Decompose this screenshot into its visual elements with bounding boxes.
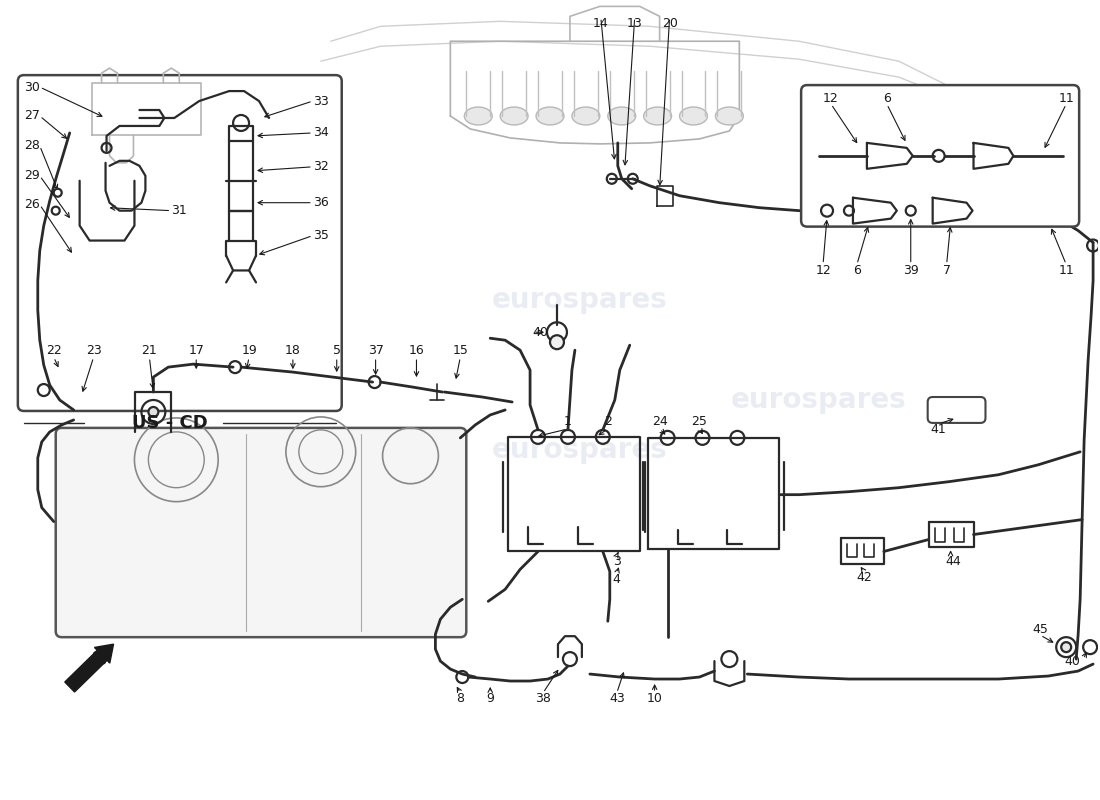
Text: 2: 2 xyxy=(604,415,612,429)
Text: 14: 14 xyxy=(593,17,608,30)
Text: 34: 34 xyxy=(312,126,329,139)
Text: 3: 3 xyxy=(613,555,620,568)
FancyBboxPatch shape xyxy=(927,397,986,423)
Text: 9: 9 xyxy=(486,693,494,706)
Text: 45: 45 xyxy=(1033,622,1048,636)
Text: US - CD: US - CD xyxy=(132,414,208,432)
Text: eurospares: eurospares xyxy=(492,436,668,464)
Ellipse shape xyxy=(644,107,672,125)
Text: 40: 40 xyxy=(532,326,548,338)
FancyBboxPatch shape xyxy=(56,428,466,637)
Text: 13: 13 xyxy=(627,17,642,30)
Text: 5: 5 xyxy=(332,344,341,357)
Text: 6: 6 xyxy=(883,91,891,105)
Text: 26: 26 xyxy=(24,198,40,211)
Text: 12: 12 xyxy=(823,91,839,105)
Text: 17: 17 xyxy=(188,344,205,357)
Text: 15: 15 xyxy=(452,344,469,357)
Text: 36: 36 xyxy=(312,196,329,209)
Text: 12: 12 xyxy=(815,264,830,277)
Text: 16: 16 xyxy=(408,344,425,357)
Text: 31: 31 xyxy=(172,204,187,217)
Text: 25: 25 xyxy=(692,415,707,429)
Text: 32: 32 xyxy=(312,160,329,174)
Text: eurospares: eurospares xyxy=(492,286,668,314)
Text: 28: 28 xyxy=(24,139,40,152)
Text: eurospares: eurospares xyxy=(163,286,339,314)
Text: 8: 8 xyxy=(456,693,464,706)
Text: 42: 42 xyxy=(856,571,872,584)
Circle shape xyxy=(148,407,158,417)
Text: 33: 33 xyxy=(312,94,329,107)
Text: 27: 27 xyxy=(24,110,40,122)
Text: 6: 6 xyxy=(852,264,861,277)
Text: 40: 40 xyxy=(1065,654,1080,667)
Text: 38: 38 xyxy=(535,693,551,706)
Text: 1: 1 xyxy=(564,415,572,429)
Text: 4: 4 xyxy=(613,573,620,586)
Ellipse shape xyxy=(680,107,707,125)
Text: 35: 35 xyxy=(312,229,329,242)
Text: 21: 21 xyxy=(142,344,157,357)
Text: eurospares: eurospares xyxy=(163,506,339,534)
Ellipse shape xyxy=(536,107,564,125)
Circle shape xyxy=(550,335,564,349)
Ellipse shape xyxy=(608,107,636,125)
Text: 41: 41 xyxy=(931,423,946,436)
FancyBboxPatch shape xyxy=(801,85,1079,226)
Text: 24: 24 xyxy=(651,415,668,429)
Text: 39: 39 xyxy=(903,264,918,277)
Ellipse shape xyxy=(572,107,600,125)
Ellipse shape xyxy=(715,107,744,125)
Circle shape xyxy=(1062,642,1071,652)
Text: 11: 11 xyxy=(1058,264,1074,277)
Text: 7: 7 xyxy=(943,264,950,277)
Text: 10: 10 xyxy=(647,693,662,706)
Text: 19: 19 xyxy=(241,344,257,357)
Text: 23: 23 xyxy=(86,344,101,357)
Text: 11: 11 xyxy=(1058,91,1074,105)
Text: 44: 44 xyxy=(946,555,961,568)
Text: 22: 22 xyxy=(46,344,62,357)
Text: eurospares: eurospares xyxy=(732,386,906,414)
Text: 30: 30 xyxy=(24,81,40,94)
Text: 29: 29 xyxy=(24,170,40,182)
FancyArrow shape xyxy=(65,644,113,692)
Ellipse shape xyxy=(500,107,528,125)
Text: 18: 18 xyxy=(285,344,300,357)
Text: 43: 43 xyxy=(609,693,625,706)
Text: 20: 20 xyxy=(661,17,678,30)
FancyBboxPatch shape xyxy=(18,75,342,411)
Text: 37: 37 xyxy=(367,344,384,357)
Ellipse shape xyxy=(464,107,492,125)
